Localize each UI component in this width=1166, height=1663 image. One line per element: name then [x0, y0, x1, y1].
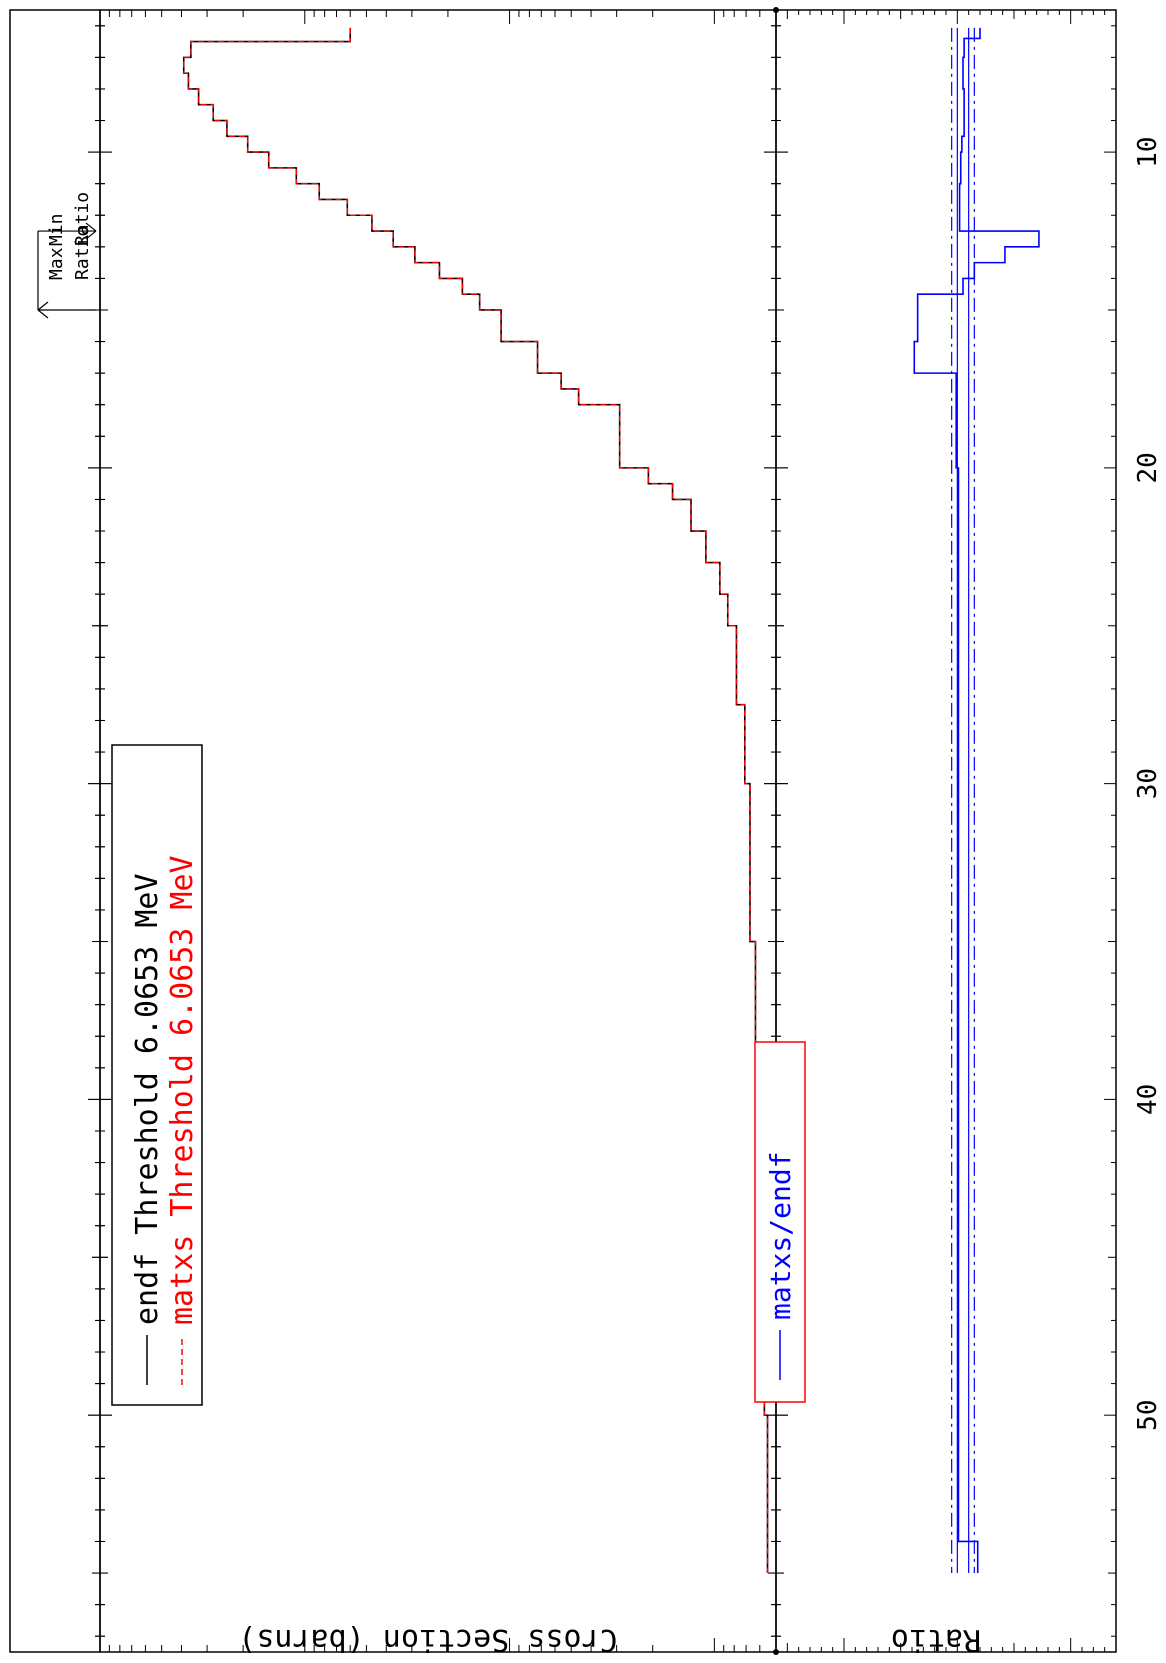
x-tick-label: 20 — [1133, 452, 1163, 483]
legend-entry-matxs: matxs Threshold 6.0653 MeV — [165, 855, 200, 1325]
max-ratio-label: Max — [46, 247, 67, 280]
min-ratio-arrowhead — [85, 222, 97, 240]
ratio-frame — [775, 9, 1117, 1653]
x-tick-label: 40 — [1133, 1084, 1163, 1115]
x-tick-label: 10 — [1133, 136, 1163, 167]
max-ratio-label: Ratio — [72, 226, 93, 280]
x-tick-label: 50 — [1133, 1400, 1163, 1431]
x-tick-label: 30 — [1133, 768, 1163, 799]
cross-section-axis-title: Cross Section (barns) — [238, 1622, 617, 1657]
max-ratio-arrowhead — [37, 301, 49, 319]
min-ratio-label: Ratio — [72, 192, 93, 246]
series-endf-line — [182, 27, 769, 1574]
series-ratio-line — [913, 27, 1040, 1574]
ratio-legend-entry: matxs/endf — [764, 1151, 797, 1320]
legend-box — [111, 744, 203, 1406]
series-matxs-line — [183, 27, 769, 1574]
ratio-axis-title: Ratio — [891, 1622, 981, 1657]
min-ratio-label: Min — [46, 214, 67, 247]
legend-entry-endf: endf Threshold 6.0653 MeV — [130, 873, 165, 1325]
